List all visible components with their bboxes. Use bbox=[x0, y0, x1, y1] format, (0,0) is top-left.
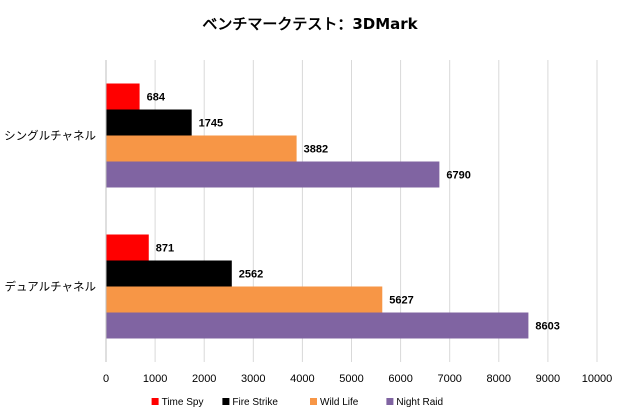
x-tick-label-5000: 5000 bbox=[339, 373, 363, 385]
bar-night-raid-1 bbox=[106, 312, 529, 339]
x-tick-label-0: 0 bbox=[103, 373, 109, 385]
category-label-1: デュアルチャネル bbox=[4, 280, 96, 294]
value-label-fire-strike-0: 1745 bbox=[199, 118, 223, 130]
legend-swatch-time-spy bbox=[151, 398, 159, 405]
chart-title: ベンチマークテスト：3DMark bbox=[202, 15, 418, 33]
x-tick-label-2000: 2000 bbox=[192, 373, 216, 385]
value-label-time-spy-1: 871 bbox=[156, 243, 174, 255]
x-tick-label-4000: 4000 bbox=[290, 373, 314, 385]
legend-label-time-spy: Time Spy bbox=[162, 397, 204, 408]
value-labels-group: 684 1745 3882 6790 871 2562 5627 8603 bbox=[147, 92, 560, 333]
category-label-0: シングルチャネル bbox=[4, 129, 96, 143]
value-label-night-raid-0: 6790 bbox=[446, 170, 470, 182]
bar-night-raid-0 bbox=[106, 161, 440, 188]
bars-group bbox=[106, 83, 529, 339]
legend-swatch-wild-life bbox=[310, 398, 317, 405]
grid-lines bbox=[154, 60, 598, 362]
axis-group: 0 1000 2000 3000 4000 5000 6000 7000 8000 9000 100… bbox=[4, 60, 612, 385]
legend-label-fire-strike: Fire Strike bbox=[232, 397, 278, 408]
legend: Time Spy Fire Strike Wild Life Night Raid bbox=[151, 397, 443, 408]
legend-label-night-raid: Night Raid bbox=[396, 397, 443, 408]
legend-swatch-fire-strike bbox=[222, 398, 230, 405]
x-tick-label-9000: 9000 bbox=[536, 373, 560, 385]
value-label-wild-life-0: 3882 bbox=[304, 144, 328, 156]
value-label-wild-life-1: 5627 bbox=[389, 295, 413, 307]
bar-fire-strike-1 bbox=[106, 260, 232, 287]
bar-time-spy-1 bbox=[106, 234, 149, 261]
legend-label-wild-life: Wild Life bbox=[320, 397, 359, 408]
x-tick-label-6000: 6000 bbox=[388, 373, 412, 385]
bar-time-spy-0 bbox=[106, 83, 140, 110]
bar-fire-strike-0 bbox=[106, 109, 192, 136]
x-tick-label-3000: 3000 bbox=[241, 373, 265, 385]
x-tick-label-1000: 1000 bbox=[143, 373, 167, 385]
value-label-fire-strike-1: 2562 bbox=[239, 269, 263, 281]
x-tick-label-10000: 10000 bbox=[582, 373, 613, 385]
bar-wild-life-0 bbox=[106, 135, 297, 162]
legend-swatch-night-raid bbox=[386, 398, 394, 405]
x-tick-label-7000: 7000 bbox=[437, 373, 461, 385]
bar-wild-life-1 bbox=[106, 286, 383, 313]
value-label-night-raid-1: 8603 bbox=[535, 321, 559, 333]
x-tick-label-8000: 8000 bbox=[487, 373, 511, 385]
value-label-time-spy-0: 684 bbox=[147, 92, 166, 104]
